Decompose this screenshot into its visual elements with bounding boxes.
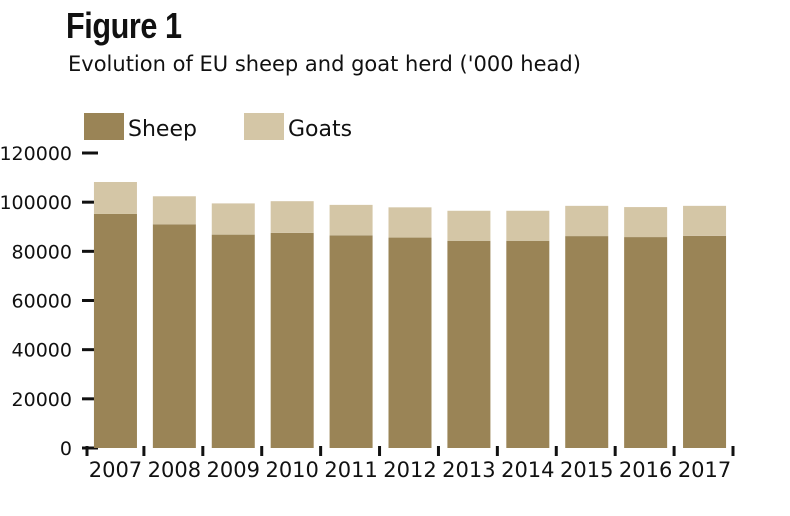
chart-legend: Sheep Goats xyxy=(84,113,352,142)
bar-goats-2012 xyxy=(388,207,432,238)
bar-sheep-2009 xyxy=(211,234,255,448)
legend-label-sheep: Sheep xyxy=(128,117,197,142)
bar-sheep-2015 xyxy=(565,236,609,448)
bar-goats-2008 xyxy=(152,196,196,225)
bar-area xyxy=(93,182,727,448)
bar-goats-2016 xyxy=(624,207,668,238)
bar-goats-2013 xyxy=(447,210,491,241)
bar-sheep-2012 xyxy=(388,237,432,448)
y-tick-label: 120000 xyxy=(0,143,72,165)
x-tick-label: 2013 xyxy=(442,458,495,482)
bar-sheep-2011 xyxy=(329,235,373,448)
figure-subtitle: Evolution of EU sheep and goat herd ('00… xyxy=(68,52,581,76)
figure-title: Figure 1 xyxy=(66,5,182,46)
bar-goats-2015 xyxy=(565,205,609,237)
x-tick-label: 2011 xyxy=(324,458,377,482)
bar-sheep-2008 xyxy=(152,224,196,448)
x-tick-label: 2017 xyxy=(678,458,731,482)
y-tick-label: 100000 xyxy=(0,192,72,214)
legend-swatch-sheep xyxy=(84,113,124,140)
x-axis: 2007 2008 2009 2010 2011 2012 2013 2014 2015 2016… xyxy=(85,446,735,482)
bar-sheep-2010 xyxy=(270,232,314,448)
bar-sheep-2017 xyxy=(683,235,727,448)
y-axis: 0 20000 40000 60000 80000 100000 120000 xyxy=(0,143,98,460)
y-tick-label: 0 xyxy=(60,438,72,460)
bar-goats-2014 xyxy=(506,210,550,241)
bar-goats-2007 xyxy=(93,182,137,214)
x-tick-label: 2012 xyxy=(383,458,436,482)
y-tick-label: 40000 xyxy=(12,340,72,362)
legend-swatch-goats xyxy=(244,113,284,140)
x-tick-label: 2008 xyxy=(148,458,201,482)
x-tick-label: 2016 xyxy=(619,458,672,482)
bar-sheep-2016 xyxy=(624,237,668,448)
x-tick-label: 2009 xyxy=(207,458,260,482)
y-tick-label: 60000 xyxy=(12,291,72,313)
bar-sheep-2007 xyxy=(93,213,137,448)
bar-goats-2010 xyxy=(270,201,314,233)
bar-sheep-2014 xyxy=(506,240,550,448)
bar-goats-2017 xyxy=(683,205,727,236)
legend-label-goats: Goats xyxy=(288,117,352,142)
x-tick-label: 2007 xyxy=(89,458,142,482)
y-tick-label: 80000 xyxy=(12,241,72,263)
x-tick-label: 2014 xyxy=(501,458,554,482)
x-tick-label: 2015 xyxy=(560,458,613,482)
bar-sheep-2013 xyxy=(447,240,491,448)
bar-goats-2009 xyxy=(211,203,255,235)
x-tick-label: 2010 xyxy=(265,458,318,482)
y-tick-label: 20000 xyxy=(12,389,72,411)
bar-goats-2011 xyxy=(329,204,373,236)
